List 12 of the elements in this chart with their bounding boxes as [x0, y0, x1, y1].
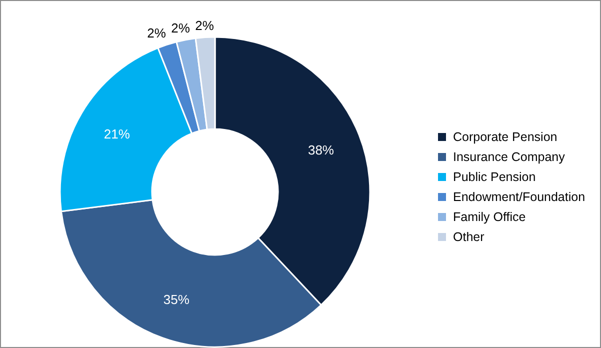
data-label: 2%	[171, 20, 190, 36]
legend-label: Family Office	[453, 210, 526, 224]
data-label: 21%	[104, 126, 130, 142]
data-label: 2%	[195, 18, 214, 33]
data-label: 2%	[147, 26, 166, 41]
legend-label: Corporate Pension	[453, 130, 558, 144]
legend-label: Other	[453, 230, 484, 244]
legend-label: Public Pension	[453, 170, 536, 184]
data-label: 35%	[163, 292, 190, 307]
legend-label: Insurance Company	[453, 150, 566, 164]
data-label: 38%	[308, 142, 334, 158]
legend-label: Endowment/Foundation	[453, 190, 586, 204]
